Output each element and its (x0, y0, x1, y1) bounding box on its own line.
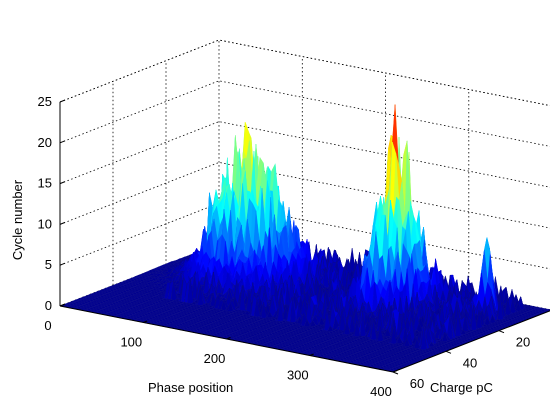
surface-plot (59, 104, 550, 373)
